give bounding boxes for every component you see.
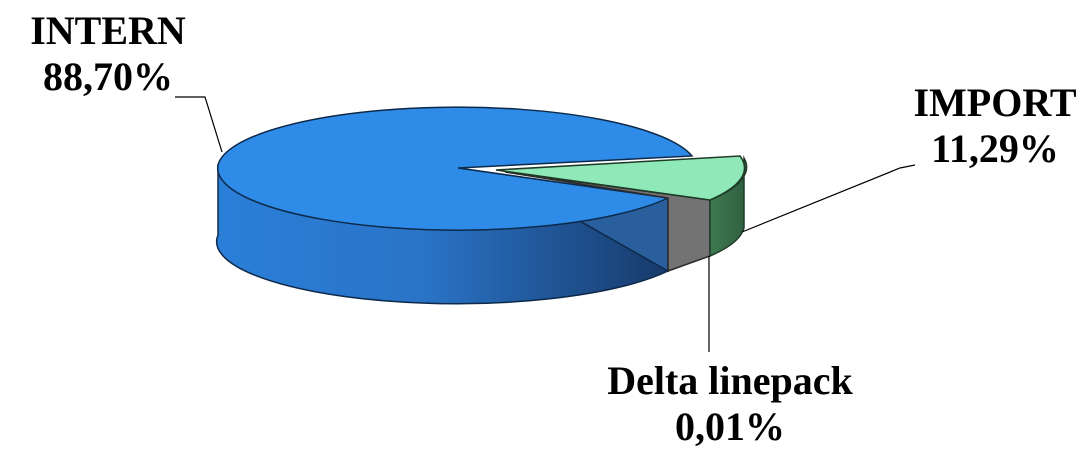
slice-import [495,155,746,201]
slice-value-import: 11,29% [931,126,1059,171]
slice-name-import: IMPORT [913,80,1077,125]
data-label-delta-linepack: Delta linepack 0,01% [590,358,870,450]
data-label-import: IMPORT 11,29% [905,80,1085,172]
slice-value-delta-linepack: 0,01% [675,404,785,449]
leader-line-import [741,164,916,233]
slice-value-intern: 88,70% [43,54,173,99]
slice-name-delta-linepack: Delta linepack [607,358,853,403]
slice-intern [216,106,694,231]
leader-line-intern [175,96,223,153]
slice-name-intern: INTERN [30,8,186,53]
data-label-intern: INTERN 88,70% [8,8,208,100]
